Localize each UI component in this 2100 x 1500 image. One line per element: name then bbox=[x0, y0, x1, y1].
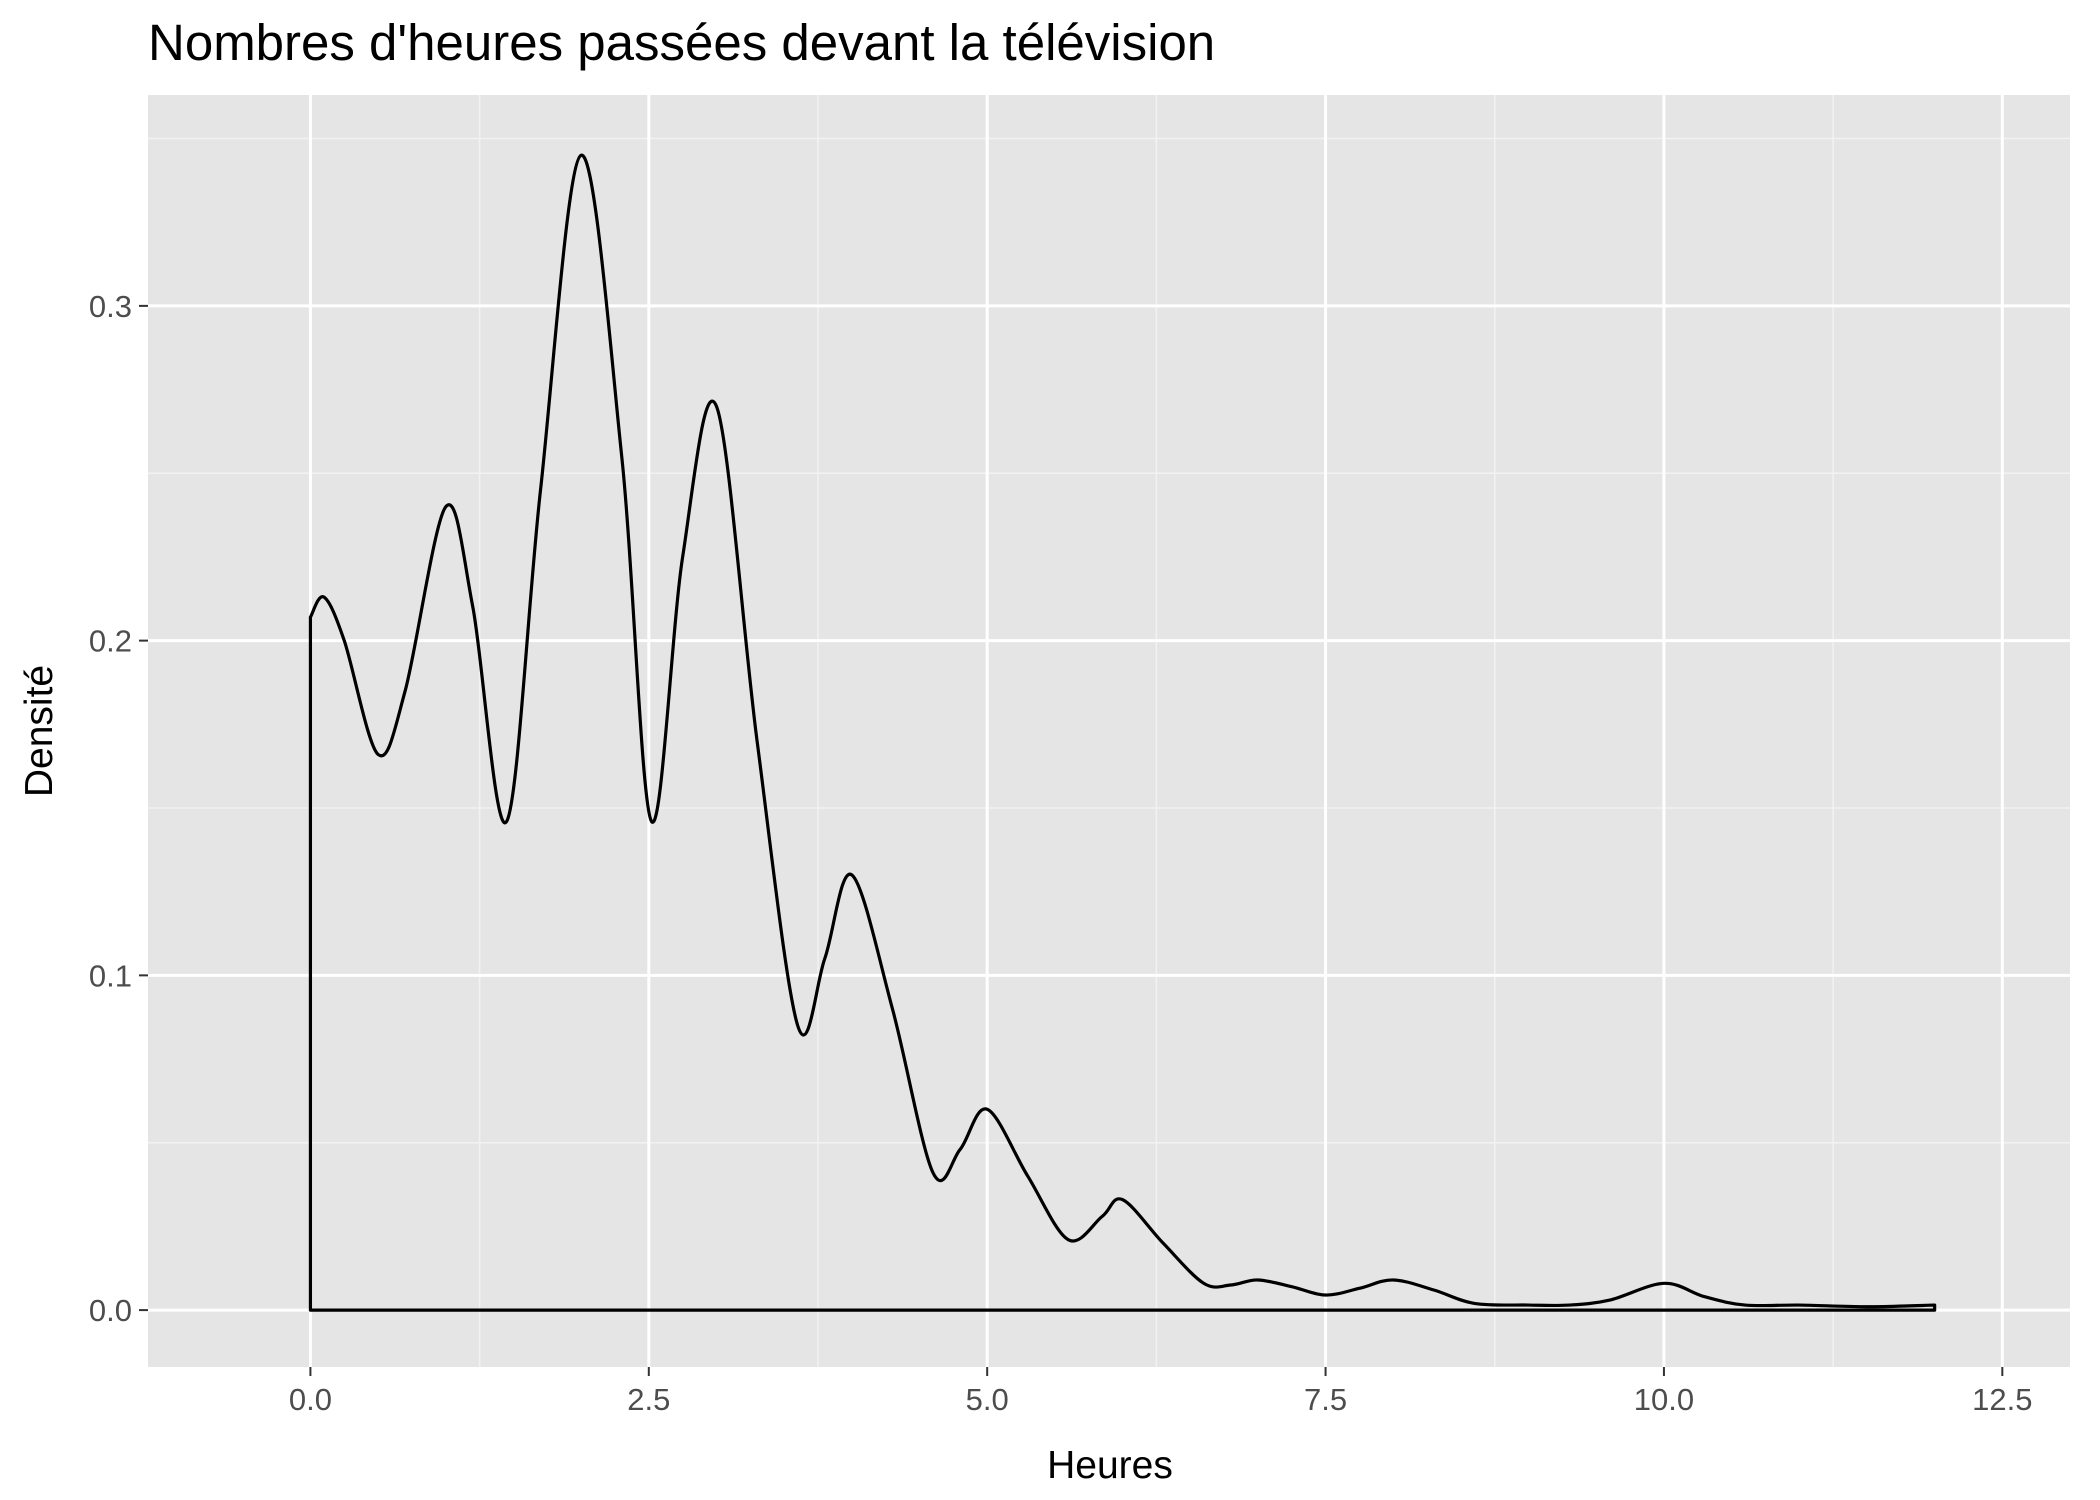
x-tick-label: 5.0 bbox=[966, 1382, 1009, 1417]
y-tick-label: 0.3 bbox=[89, 289, 132, 324]
x-tick-label: 12.5 bbox=[1972, 1382, 2032, 1417]
plot-panel bbox=[148, 95, 2070, 1367]
tick-labels: 0.0 2.5 5.0 7.5 10.0 12.5 0.0 0.1 0.2 0.3 bbox=[89, 289, 2033, 1417]
y-tick-label: 0.2 bbox=[89, 624, 132, 659]
x-axis-title: Heures bbox=[1047, 1444, 1173, 1487]
x-tick-label: 7.5 bbox=[1304, 1382, 1347, 1417]
chart-title: Nombres d'heures passées devant la télév… bbox=[148, 14, 1215, 71]
density-series bbox=[308, 153, 1937, 1312]
density-curve bbox=[308, 153, 1937, 1312]
axis-ticks bbox=[139, 304, 2004, 1376]
major-gridlines bbox=[148, 95, 2070, 1367]
y-tick-label: 0.1 bbox=[89, 958, 132, 993]
y-tick-label: 0.0 bbox=[89, 1293, 132, 1328]
x-tick-label: 2.5 bbox=[627, 1382, 670, 1417]
x-tick-label: 10.0 bbox=[1634, 1382, 1694, 1417]
y-axis-title: Densité bbox=[18, 665, 61, 797]
x-tick-label: 0.0 bbox=[289, 1382, 332, 1417]
